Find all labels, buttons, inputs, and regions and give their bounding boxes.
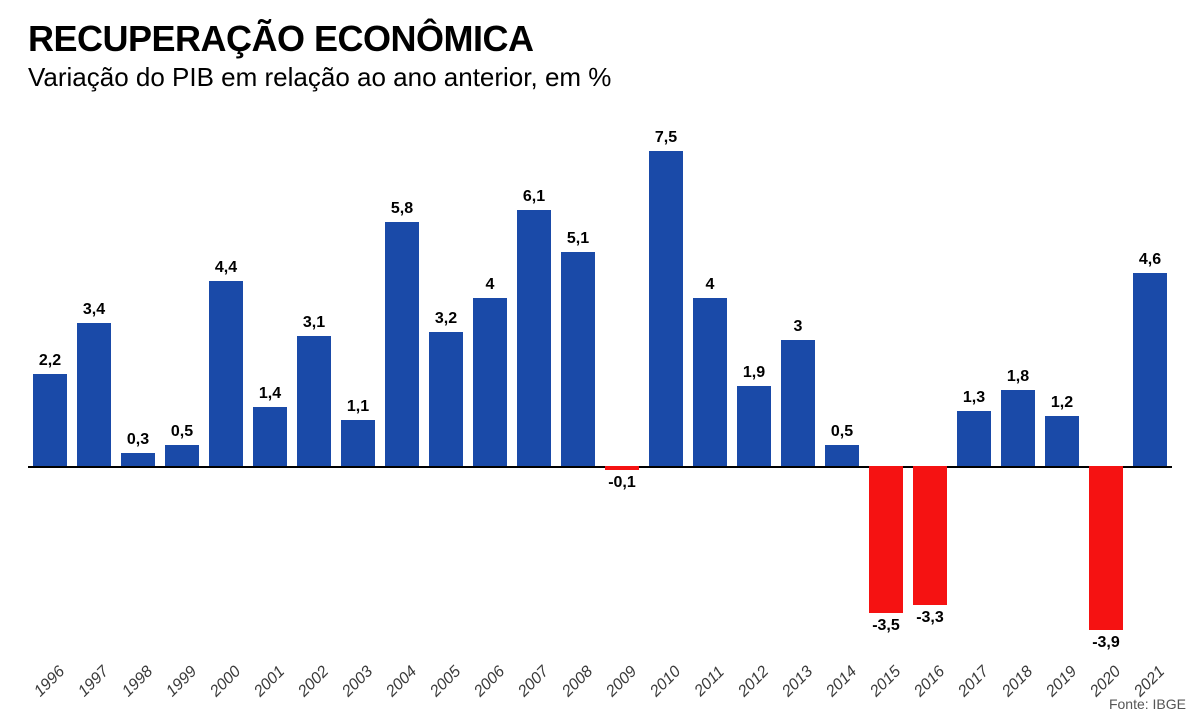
bar-value-label: 4,4 — [209, 259, 243, 277]
bar-value-label: 6,1 — [517, 188, 551, 206]
x-axis-label: 2010 — [647, 663, 685, 701]
bar-value-label: 1,1 — [341, 398, 375, 416]
x-axis-label: 1997 — [75, 663, 113, 701]
bar-value-label: 3 — [781, 318, 815, 336]
page-title: RECUPERAÇÃO ECONÔMICA — [0, 0, 1200, 60]
bar: -0,1 — [605, 466, 639, 470]
bar: 1,4 — [253, 407, 287, 466]
x-axis-labels: 1996199719981999200020012002200320042005… — [28, 655, 1172, 710]
bar: 0,3 — [121, 453, 155, 466]
bar-value-label: 4 — [693, 276, 727, 294]
bar-value-label: 1,8 — [1001, 368, 1035, 386]
x-axis-label: 2005 — [427, 663, 465, 701]
bar-value-label: -0,1 — [605, 474, 639, 492]
x-axis-label: 2017 — [955, 663, 993, 701]
x-axis-label: 1998 — [119, 663, 157, 701]
bar-value-label: 4 — [473, 276, 507, 294]
x-axis-label: 2019 — [1043, 663, 1081, 701]
bar: -3,3 — [913, 466, 947, 605]
bar: -3,9 — [1089, 466, 1123, 630]
x-axis-label: 1999 — [163, 663, 201, 701]
bar: 5,1 — [561, 252, 595, 466]
bar: 3,1 — [297, 336, 331, 466]
x-axis-label: 1996 — [31, 663, 69, 701]
bar: 0,5 — [825, 445, 859, 466]
bar: -3,5 — [869, 466, 903, 613]
bar: 1,9 — [737, 386, 771, 466]
bar: 4,4 — [209, 281, 243, 466]
bar-value-label: 7,5 — [649, 129, 683, 147]
bar-value-label: -3,5 — [869, 617, 903, 635]
bar-value-label: 4,6 — [1133, 251, 1167, 269]
x-axis-label: 2014 — [823, 663, 861, 701]
bar: 0,5 — [165, 445, 199, 466]
x-axis-label: 2004 — [383, 663, 421, 701]
bar-value-label: 3,4 — [77, 301, 111, 319]
x-axis-label: 2018 — [999, 663, 1037, 701]
bar: 4,6 — [1133, 273, 1167, 466]
bar-value-label: 5,8 — [385, 200, 419, 218]
bar-value-label: 0,5 — [825, 423, 859, 441]
x-axis-label: 2016 — [911, 663, 949, 701]
x-axis-label: 2002 — [295, 663, 333, 701]
x-axis-label: 2007 — [515, 663, 553, 701]
bar: 7,5 — [649, 151, 683, 466]
bar: 3,2 — [429, 332, 463, 466]
bar-value-label: -3,3 — [913, 609, 947, 627]
chart-area: 2,2 3,4 0,3 0,5 4,4 1,4 3,1 1,1 5,8 3,2 4 6,1 5,1 -0,… — [28, 130, 1172, 655]
bar: 3 — [781, 340, 815, 466]
bar-value-label: 1,2 — [1045, 394, 1079, 412]
bar-value-label: 0,3 — [121, 431, 155, 449]
x-axis-label: 2013 — [779, 663, 817, 701]
x-axis-label: 2001 — [251, 663, 289, 701]
bar-value-label: -3,9 — [1089, 634, 1123, 652]
bar-value-label: 1,9 — [737, 364, 771, 382]
source-label: Fonte: IBGE — [1109, 696, 1186, 712]
bar-value-label: 5,1 — [561, 230, 595, 248]
bar-value-label: 3,2 — [429, 310, 463, 328]
x-axis-label: 2011 — [691, 663, 728, 700]
x-axis-label: 2006 — [471, 663, 509, 701]
bar: 1,3 — [957, 411, 991, 466]
bar: 4 — [473, 298, 507, 466]
bar: 3,4 — [77, 323, 111, 466]
x-axis-label: 2012 — [735, 663, 773, 701]
bar-value-label: 1,3 — [957, 389, 991, 407]
bar: 1,2 — [1045, 416, 1079, 466]
baseline — [28, 466, 1172, 468]
bar: 2,2 — [33, 374, 67, 466]
x-axis-label: 2000 — [207, 663, 245, 701]
bar-value-label: 1,4 — [253, 385, 287, 403]
bar-value-label: 2,2 — [33, 352, 67, 370]
bar-value-label: 3,1 — [297, 314, 331, 332]
bar: 1,1 — [341, 420, 375, 466]
page-subtitle: Variação do PIB em relação ao ano anteri… — [0, 60, 1200, 93]
bar-value-label: 0,5 — [165, 423, 199, 441]
bar: 6,1 — [517, 210, 551, 466]
x-axis-label: 2003 — [339, 663, 377, 701]
x-axis-label: 2015 — [867, 663, 905, 701]
bar-chart: 2,2 3,4 0,3 0,5 4,4 1,4 3,1 1,1 5,8 3,2 4 6,1 5,1 -0,… — [28, 130, 1172, 655]
x-axis-label: 2009 — [603, 663, 641, 701]
bar: 5,8 — [385, 222, 419, 466]
bar: 4 — [693, 298, 727, 466]
x-axis-label: 2008 — [559, 663, 597, 701]
bar: 1,8 — [1001, 390, 1035, 466]
